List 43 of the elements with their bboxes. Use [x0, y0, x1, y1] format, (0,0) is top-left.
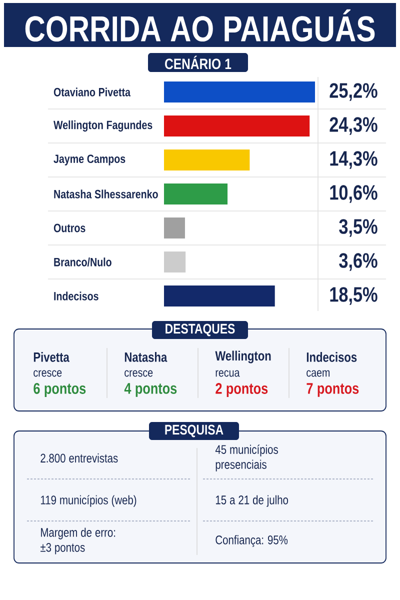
text: 7 pontos [306, 383, 359, 397]
y-tick-label: Indecisos [54, 292, 98, 300]
data-label: 3,6% [339, 253, 378, 271]
text: Margem de erro: ±3 pontos [40, 528, 116, 554]
text: DESTAQUES [166, 324, 235, 336]
text: Indecisos [306, 352, 357, 362]
data-label: 18,5% [330, 287, 378, 305]
data-label: 25,2% [330, 83, 378, 101]
text: Natasha [124, 352, 168, 362]
text: Confiança: 95% [216, 535, 288, 547]
chart-title: CORRIDA AO PAIAGUÁS [25, 9, 375, 42]
bar [164, 150, 250, 171]
data-label: 10,6% [330, 185, 378, 203]
chart-subtitle: CENÁRIO 1 [165, 56, 232, 70]
text: Pivetta [34, 352, 70, 362]
bar [164, 116, 310, 137]
text: cresce [124, 370, 153, 377]
bar [164, 184, 228, 204]
text: 6 pontos [34, 383, 86, 397]
text: 119 municípios (web) [40, 495, 136, 507]
bar [164, 218, 185, 238]
text: 45 municípios presenciais [215, 444, 278, 472]
bar [164, 286, 275, 306]
text: cresce [34, 370, 62, 377]
data-label: 14,3% [330, 151, 378, 169]
data-label: 3,5% [339, 219, 378, 237]
text: Wellington [215, 350, 271, 364]
text: PESQUISA [165, 424, 224, 438]
text: 15 a 21 de julho [216, 495, 288, 507]
y-tick-label: Natasha Slhessarenko [54, 190, 158, 198]
y-tick-label: Wellington Fagundes [54, 120, 152, 132]
text: caem [306, 370, 330, 377]
y-tick-label: Jayme Campos [54, 154, 126, 166]
y-tick-label: Outros [54, 224, 86, 232]
text: 4 pontos [124, 383, 177, 397]
y-tick-label: Branco/Nulo [54, 258, 112, 266]
bar [164, 252, 186, 272]
y-tick-label: Otaviano Pivetta [54, 88, 131, 96]
data-label: 24,3% [330, 117, 378, 135]
bar [164, 82, 316, 103]
text: 2.800 entrevistas [40, 453, 118, 463]
text: recua [216, 370, 240, 377]
text: 2 pontos [216, 383, 268, 397]
